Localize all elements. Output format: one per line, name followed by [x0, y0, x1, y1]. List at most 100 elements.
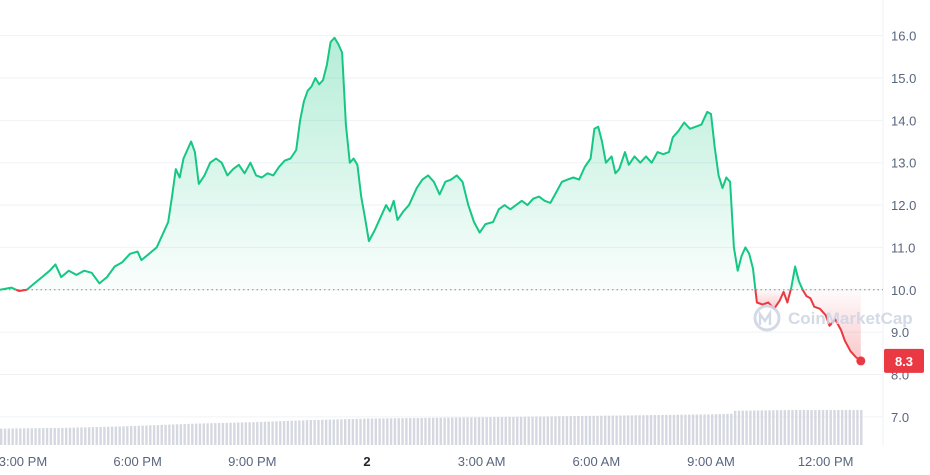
volume-bar	[0, 428, 3, 445]
volume-bar	[470, 417, 473, 445]
volume-bar	[168, 424, 171, 445]
volume-bar	[259, 421, 263, 445]
volume-bar	[779, 410, 783, 445]
volume-bar	[141, 425, 144, 445]
volume-bar	[443, 417, 446, 445]
volume-bar	[11, 428, 14, 445]
volume-bar	[791, 410, 794, 445]
volume-bar	[393, 418, 397, 445]
volume-bar	[103, 426, 106, 445]
volume-bar	[45, 428, 49, 445]
volume-bar	[577, 416, 580, 445]
volume-bar	[730, 413, 733, 445]
volume-bar	[860, 410, 863, 445]
volume-bar	[753, 410, 756, 445]
volume-bar	[802, 410, 806, 445]
volume-bar	[485, 417, 488, 445]
volume-bar	[233, 422, 236, 445]
volume-bar	[795, 410, 798, 445]
volume-bar	[386, 418, 389, 445]
volume-bar	[626, 415, 630, 445]
volume-bar	[519, 416, 523, 445]
volume-bar	[61, 427, 64, 445]
volume-bar	[34, 428, 37, 445]
volume-bar	[833, 410, 836, 445]
volume-bar	[152, 425, 156, 445]
volume-bar	[420, 417, 423, 445]
line-segment-up	[789, 265, 804, 291]
volume-bar	[91, 427, 95, 445]
volume-bar	[600, 415, 603, 445]
volume-bar	[175, 424, 179, 445]
volume-bar	[588, 415, 592, 445]
x-tick-label: 9:00 AM	[687, 454, 735, 469]
volume-bar	[87, 427, 91, 445]
volume-bar	[221, 422, 225, 445]
volume-bar	[573, 416, 576, 445]
volume-bar	[447, 417, 450, 445]
volume-bar	[3, 428, 7, 445]
volume-bar	[676, 414, 679, 445]
volume-bar	[710, 414, 714, 445]
volume-bar	[733, 410, 737, 445]
y-tick-label: 13.0	[891, 156, 916, 171]
volume-bar	[114, 426, 118, 445]
volume-bar	[370, 418, 374, 445]
volume-bar	[309, 420, 313, 445]
volume-bar	[409, 418, 412, 445]
volume-bar	[194, 423, 198, 445]
volume-bar	[129, 426, 133, 445]
volume-bar	[527, 416, 530, 445]
volume-bar	[53, 427, 56, 445]
volume-bar	[317, 419, 320, 445]
y-tick-label: 15.0	[891, 71, 916, 86]
volume-bar	[703, 414, 706, 445]
volume-bar	[72, 427, 76, 445]
volume-bar	[584, 415, 588, 445]
volume-bar	[821, 410, 825, 445]
volume-bar	[493, 417, 496, 445]
volume-bar	[775, 410, 779, 445]
volume-bar	[634, 415, 637, 445]
volume-bar	[504, 416, 507, 445]
x-tick-label: 6:00 AM	[572, 454, 620, 469]
volume-bar	[355, 418, 358, 445]
volume-bar	[542, 416, 546, 445]
x-tick-label: 6:00 PM	[113, 454, 161, 469]
volume-bar	[248, 422, 251, 445]
volume-bar	[630, 415, 634, 445]
volume-bar	[214, 423, 217, 445]
volume-bar	[462, 417, 465, 445]
volume-bar	[619, 415, 622, 445]
volume-bar	[244, 422, 248, 445]
volume-bar	[554, 416, 557, 445]
volume-bar	[298, 420, 301, 445]
volume-bar	[764, 410, 767, 445]
volume-bar	[363, 418, 366, 445]
volume-bar	[856, 410, 859, 445]
volume-bar	[722, 413, 725, 445]
volume-bar	[458, 417, 462, 445]
volume-bar	[611, 415, 615, 445]
volume-bar	[359, 418, 362, 445]
volume-bar	[787, 410, 790, 445]
volume-bar	[118, 426, 121, 445]
volume-bar	[374, 418, 378, 445]
volume-bar	[332, 419, 335, 445]
volume-bar	[301, 420, 305, 445]
volume-bar	[699, 414, 702, 445]
volume-bar	[149, 425, 152, 445]
volume-bar	[187, 423, 190, 445]
volume-bar	[607, 415, 611, 445]
y-tick-label: 11.0	[891, 240, 915, 255]
volume-bar	[412, 418, 416, 445]
volume-bar	[122, 426, 125, 445]
volume-bar	[691, 414, 695, 445]
volume-bar	[217, 423, 221, 445]
y-tick-label: 14.0	[891, 113, 916, 128]
volume-bar	[454, 417, 458, 445]
volume-bar	[351, 418, 355, 445]
volume-bar	[336, 419, 339, 445]
volume-bar	[615, 415, 618, 445]
area-above-baseline	[26, 37, 756, 290]
